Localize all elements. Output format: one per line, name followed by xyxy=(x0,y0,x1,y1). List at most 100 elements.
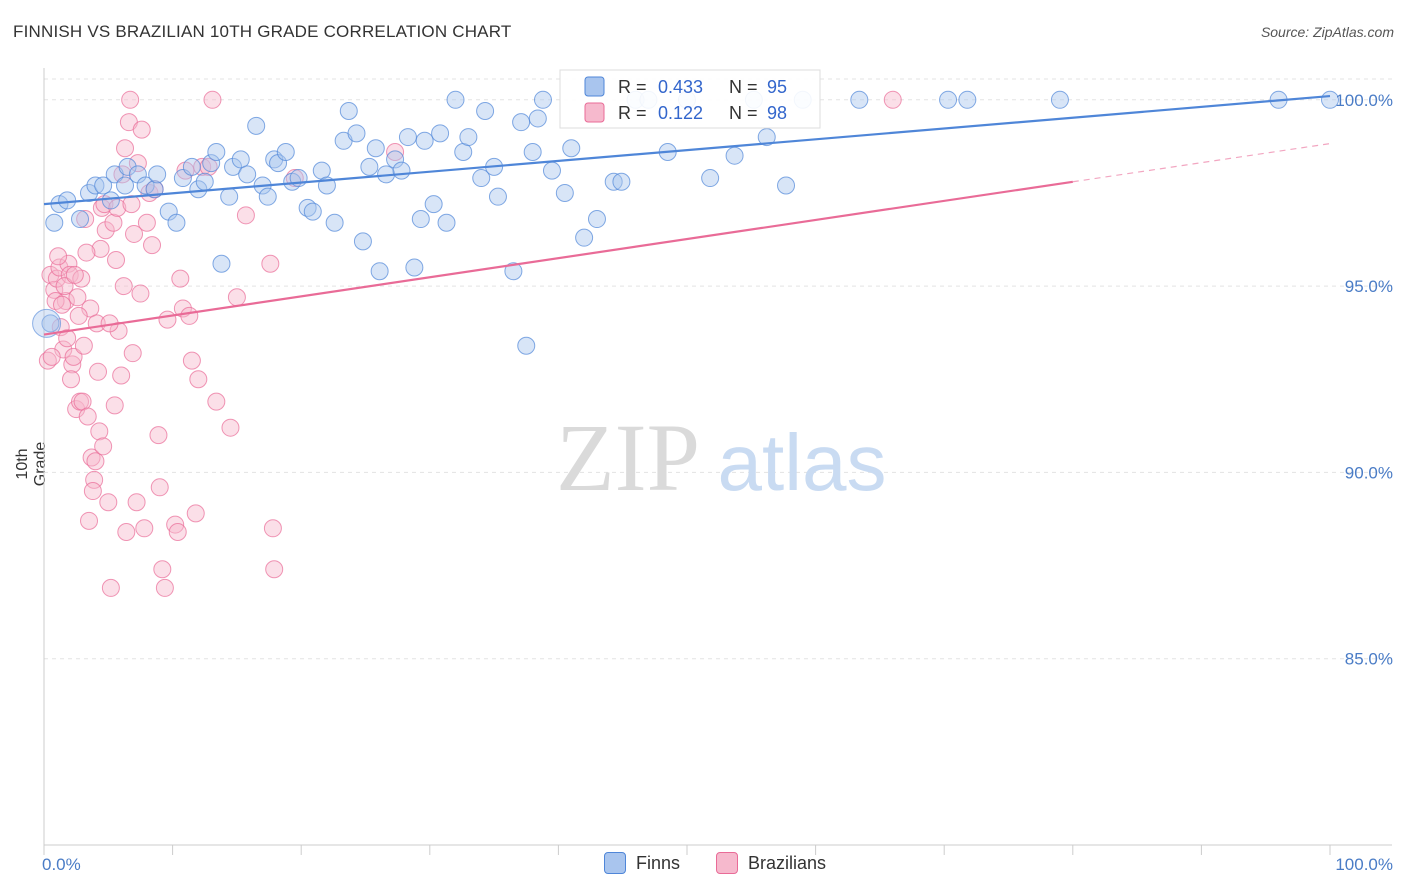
point-finns-77 xyxy=(604,172,623,191)
point-brazilians-49 xyxy=(137,213,156,232)
legend-finns-label: Finns xyxy=(636,852,681,873)
point-finns-48 xyxy=(370,262,389,281)
data-points xyxy=(32,90,1339,597)
point-finns-57 xyxy=(431,124,450,143)
legend-finns-swatch xyxy=(584,76,605,97)
point-finns-5 xyxy=(80,183,99,202)
point-finns-large xyxy=(32,308,62,338)
point-brazilians-97 xyxy=(123,344,142,363)
y-tick-label-3: 100.0% xyxy=(1335,91,1393,110)
point-finns-74 xyxy=(562,139,581,158)
point-finns-19 xyxy=(182,157,201,176)
legend-finns-r-label: R = xyxy=(618,77,647,97)
point-finns-10 xyxy=(116,176,135,195)
point-finns-15 xyxy=(148,165,167,184)
point-brazilians-10 xyxy=(63,355,82,374)
point-finns-56 xyxy=(424,195,443,214)
point-finns-78 xyxy=(612,172,631,191)
point-brazilians-54 xyxy=(150,478,169,497)
point-finns-31 xyxy=(258,187,277,206)
point-brazilians-53 xyxy=(149,426,168,445)
point-finns-94 xyxy=(958,90,977,109)
point-brazilians-72 xyxy=(227,288,246,307)
legend-brazilians-r-value: 0.122 xyxy=(658,103,703,123)
point-brazilians-43 xyxy=(125,224,144,243)
finns-swatch xyxy=(604,852,626,874)
point-finns-17 xyxy=(167,213,186,232)
point-brazilians-90 xyxy=(77,243,96,262)
point-brazilians-79 xyxy=(883,90,902,109)
point-brazilians-88 xyxy=(69,306,88,325)
point-finns-29 xyxy=(247,116,266,135)
point-finns-1 xyxy=(45,213,64,232)
point-finns-63 xyxy=(476,101,495,120)
legend-brazilians-swatch xyxy=(584,102,605,123)
watermark: ZIP atlas xyxy=(556,404,886,511)
point-brazilians-41 xyxy=(121,90,140,109)
point-brazilians-56 xyxy=(155,578,174,597)
point-finns-62 xyxy=(472,169,491,188)
point-brazilians-32 xyxy=(104,213,123,232)
watermark-zip: ZIP xyxy=(556,404,700,511)
point-brazilians-76 xyxy=(265,560,284,579)
brazilians-swatch xyxy=(716,852,738,874)
point-brazilians-65 xyxy=(186,504,205,523)
point-finns-89 xyxy=(850,90,869,109)
point-finns-50 xyxy=(386,150,405,169)
point-finns-26 xyxy=(224,157,243,176)
point-brazilians-95 xyxy=(107,251,126,270)
point-brazilians-9 xyxy=(60,265,79,284)
point-brazilians-86 xyxy=(62,370,81,389)
point-finns-58 xyxy=(437,213,456,232)
point-brazilians-57 xyxy=(158,310,177,329)
point-brazilians-11 xyxy=(64,347,83,366)
point-brazilians-69 xyxy=(203,90,222,109)
legend-brazilians-n-value: 98 xyxy=(767,103,787,123)
point-brazilians-51 xyxy=(143,236,162,255)
point-finns-51 xyxy=(392,161,411,180)
point-brazilians-13 xyxy=(68,288,87,307)
point-finns-87 xyxy=(777,176,796,195)
point-brazilians-23 xyxy=(86,452,105,471)
legend-item-brazilians: Brazilians xyxy=(716,852,826,874)
point-brazilians-31 xyxy=(101,578,120,597)
point-finns-55 xyxy=(415,131,434,150)
point-brazilians-59 xyxy=(168,523,187,542)
watermark-atlas: atlas xyxy=(718,418,887,507)
point-finns-44 xyxy=(347,124,366,143)
point-brazilians-87 xyxy=(65,265,84,284)
point-finns-61 xyxy=(459,128,478,147)
point-finns-91 xyxy=(1050,90,1069,109)
point-brazilians-60 xyxy=(171,269,190,288)
point-finns-67 xyxy=(512,113,531,132)
point-finns-84 xyxy=(725,146,744,165)
point-brazilians-85 xyxy=(58,329,77,348)
point-brazilians-26 xyxy=(91,239,110,258)
point-brazilians-38 xyxy=(116,139,135,158)
point-brazilians-89 xyxy=(74,336,93,355)
tick-labels: 85.0% 90.0% 95.0% 100.0% 0.0% 100.0% xyxy=(42,91,1393,874)
point-finns-52 xyxy=(398,128,417,147)
point-finns-66 xyxy=(504,262,523,281)
point-finns-83 xyxy=(701,169,720,188)
point-finns-34 xyxy=(276,142,295,161)
point-finns-65 xyxy=(488,187,507,206)
point-brazilians-82 xyxy=(49,247,68,266)
point-finns-47 xyxy=(366,139,385,158)
point-finns-6 xyxy=(86,176,105,195)
legend-brazilians-n-label: N = xyxy=(729,103,758,123)
point-brazilians-73 xyxy=(236,206,255,225)
legend-finns-n-value: 95 xyxy=(767,77,787,97)
point-brazilians-67 xyxy=(193,157,212,176)
point-finns-3 xyxy=(58,191,77,210)
point-brazilians-46 xyxy=(131,284,150,303)
point-finns-45 xyxy=(353,232,372,251)
point-brazilians-70 xyxy=(207,392,226,411)
point-finns-25 xyxy=(220,187,239,206)
point-finns-38 xyxy=(303,202,322,221)
point-finns-73 xyxy=(555,183,574,202)
point-brazilians-48 xyxy=(135,519,154,538)
point-brazilians-93 xyxy=(94,437,113,456)
point-finns-11 xyxy=(118,157,137,176)
point-finns-22 xyxy=(202,154,221,173)
